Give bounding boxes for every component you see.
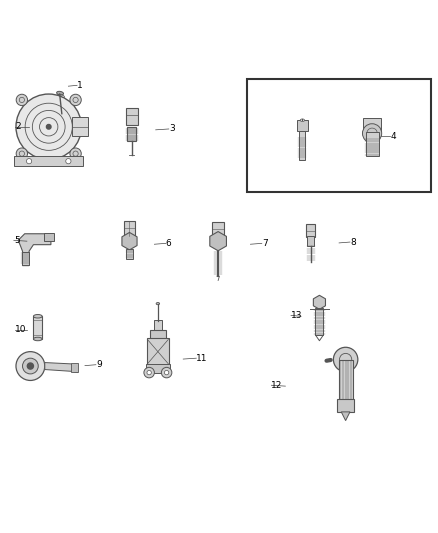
Bar [364,118,381,131]
Bar [147,338,169,365]
Text: 3: 3 [169,125,174,133]
Circle shape [333,348,358,372]
Text: 8: 8 [350,238,356,247]
Bar [127,127,137,141]
Bar [124,221,135,236]
Bar [44,233,54,241]
Text: 2: 2 [15,122,21,131]
Circle shape [161,367,172,378]
Bar [33,316,42,339]
Text: 5: 5 [14,236,20,245]
Bar [297,120,308,131]
Circle shape [144,367,154,378]
Ellipse shape [33,314,42,318]
Bar [146,364,170,373]
Polygon shape [313,295,325,309]
Text: 10: 10 [14,325,26,334]
Text: 12: 12 [272,381,283,390]
Bar [127,249,133,259]
Circle shape [147,370,151,375]
Text: 9: 9 [96,360,102,369]
Text: 7: 7 [262,239,268,248]
Circle shape [16,94,81,159]
Bar [22,252,29,265]
FancyArrowPatch shape [326,360,331,361]
Circle shape [363,124,381,143]
Bar [315,308,323,335]
Ellipse shape [156,303,159,305]
Text: 11: 11 [196,354,208,362]
Polygon shape [341,412,350,421]
Circle shape [22,358,38,374]
Text: 1: 1 [77,81,83,90]
Bar [339,360,353,400]
Ellipse shape [33,337,42,341]
Polygon shape [210,231,226,251]
Bar [307,236,314,246]
Text: 13: 13 [291,311,303,320]
Bar [299,131,305,159]
Circle shape [66,158,71,164]
Bar [212,222,224,237]
Bar [150,330,166,338]
Bar [14,156,83,166]
Polygon shape [122,232,137,250]
Circle shape [16,352,45,381]
Text: 4: 4 [390,132,396,141]
Bar [71,363,78,372]
Circle shape [164,370,169,375]
FancyBboxPatch shape [126,108,138,125]
Circle shape [70,148,81,159]
Circle shape [16,94,28,106]
Bar [366,132,378,157]
Circle shape [46,125,51,129]
Circle shape [70,94,81,106]
Polygon shape [18,234,51,265]
Bar [247,79,431,192]
Bar [72,117,88,136]
Ellipse shape [57,91,64,95]
Text: 6: 6 [166,239,172,248]
Bar [153,320,162,330]
Circle shape [16,148,28,159]
Bar [306,224,315,237]
Circle shape [27,363,33,369]
Polygon shape [45,362,78,373]
Ellipse shape [300,119,304,122]
Bar [337,399,354,412]
Circle shape [26,158,32,164]
